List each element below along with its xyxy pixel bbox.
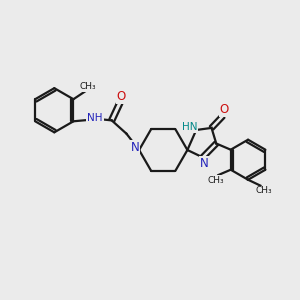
Text: CH₃: CH₃	[208, 176, 224, 185]
Text: N: N	[200, 157, 208, 170]
Text: O: O	[220, 103, 229, 116]
Text: N: N	[130, 141, 140, 154]
Text: CH₃: CH₃	[256, 186, 272, 195]
Text: NH: NH	[87, 113, 103, 123]
Text: O: O	[116, 90, 126, 103]
Text: CH₃: CH₃	[80, 82, 97, 91]
Text: HN: HN	[182, 122, 197, 132]
